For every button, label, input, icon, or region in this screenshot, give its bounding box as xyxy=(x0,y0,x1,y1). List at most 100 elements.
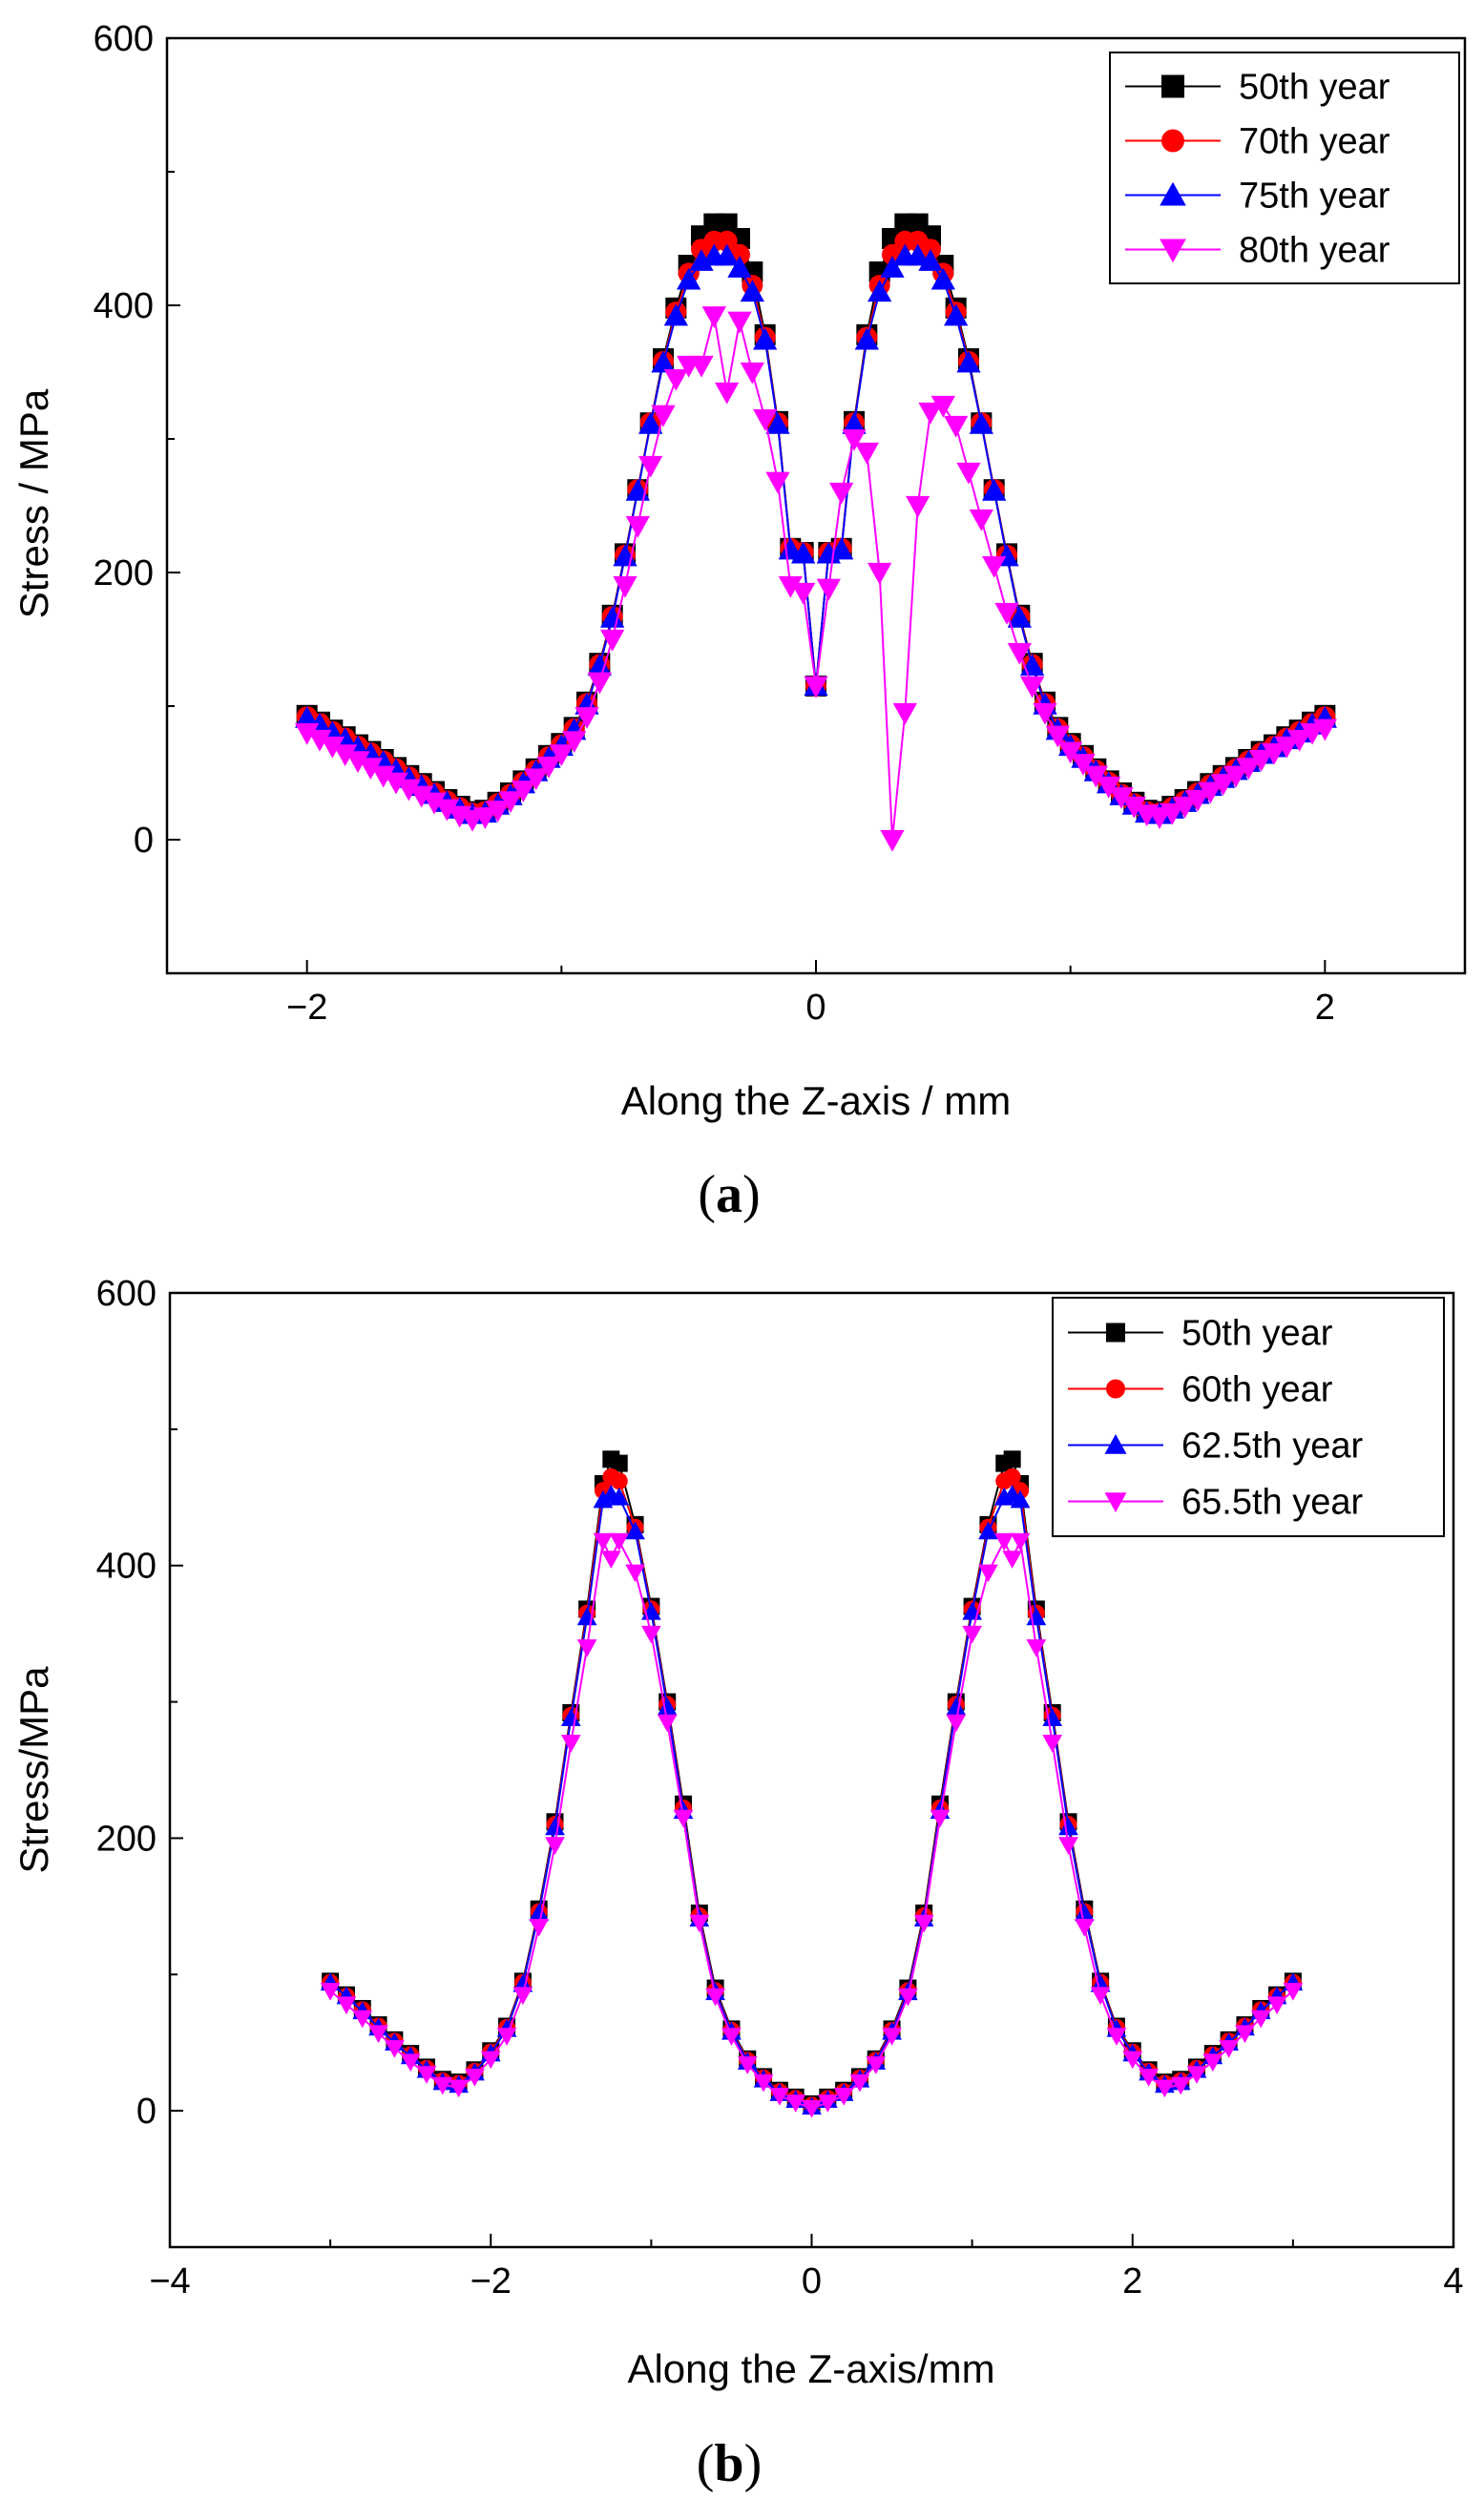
data-point xyxy=(409,785,434,808)
legend-marker xyxy=(1106,1379,1125,1399)
data-point xyxy=(1007,605,1032,628)
data-point xyxy=(320,736,345,759)
series-line xyxy=(306,240,1326,815)
data-point xyxy=(1042,1735,1063,1753)
data-point xyxy=(524,768,549,791)
x-axis-title-b: Along the Z-axis/mm xyxy=(627,2346,994,2391)
x-tick-label: −2 xyxy=(470,2261,512,2301)
series-line xyxy=(329,1537,1294,2110)
data-point xyxy=(663,368,688,391)
data-point xyxy=(613,575,637,598)
data-point xyxy=(1250,2010,1271,2029)
data-point xyxy=(651,405,676,427)
data-point xyxy=(638,455,663,478)
legend-entry: 75th year xyxy=(1125,177,1390,217)
data-point xyxy=(833,2088,854,2106)
data-point xyxy=(854,327,879,350)
data-point xyxy=(978,1521,998,1540)
data-point xyxy=(969,411,993,434)
data-point xyxy=(1185,789,1210,812)
x-tick-label: −4 xyxy=(149,2261,190,2301)
data-point xyxy=(1312,719,1337,741)
series-line xyxy=(329,1493,1294,2108)
data-point xyxy=(1074,1903,1095,1922)
data-point xyxy=(576,1639,597,1657)
data-point xyxy=(432,2076,453,2095)
data-point xyxy=(512,1987,533,2006)
legend-label: 50th year xyxy=(1239,68,1390,108)
data-point xyxy=(705,1988,725,2007)
legend: 50th year 60th year 62.5th year 65.5th year xyxy=(1052,1297,1445,1537)
data-point xyxy=(1010,1532,1031,1552)
data-point xyxy=(930,267,955,290)
data-point xyxy=(1002,1551,1023,1569)
data-point xyxy=(817,2094,838,2113)
data-point xyxy=(651,350,676,373)
legend-label: 80th year xyxy=(1239,231,1390,271)
data-point xyxy=(1223,765,1248,788)
data-point xyxy=(956,462,981,485)
data-point xyxy=(320,1983,341,2001)
series-line xyxy=(306,255,1326,816)
data-point xyxy=(930,395,955,418)
data-point xyxy=(1266,1996,1287,2015)
series-65-5th-year xyxy=(320,1532,1304,2118)
data-point xyxy=(866,2056,887,2074)
data-point xyxy=(1274,736,1299,759)
legend-marker xyxy=(1160,181,1186,206)
data-point xyxy=(1198,781,1223,804)
data-point xyxy=(1249,749,1274,772)
x-tick-label: −2 xyxy=(286,988,327,1028)
data-point xyxy=(1042,1708,1063,1726)
series-line xyxy=(329,1457,1294,2106)
y-tick-label: 0 xyxy=(136,2092,157,2132)
data-point xyxy=(1262,742,1286,765)
data-point xyxy=(906,243,930,266)
data-point xyxy=(358,758,383,781)
x-tick-label: 4 xyxy=(1443,2261,1463,2301)
panel-label-a: (a) xyxy=(698,1165,760,1224)
data-point xyxy=(295,705,320,728)
data-point xyxy=(400,2053,421,2072)
legend-marker xyxy=(1104,1434,1127,1454)
data-point xyxy=(1007,642,1032,665)
y-tick-label: 400 xyxy=(96,1547,157,1587)
data-point xyxy=(1010,1489,1031,1509)
series-80th-year xyxy=(295,306,1337,852)
data-point xyxy=(1058,1837,1078,1855)
data-point xyxy=(740,362,764,385)
data-point xyxy=(918,402,943,425)
x-tick-label: 2 xyxy=(1122,2261,1142,2301)
data-point xyxy=(1058,1817,1078,1836)
legend-marker xyxy=(1106,1322,1125,1343)
data-point xyxy=(529,1919,550,1937)
legend-label: 50th year xyxy=(1181,1314,1333,1354)
data-point xyxy=(1173,796,1198,819)
data-point xyxy=(593,1532,614,1552)
data-point xyxy=(1090,1987,1111,2006)
plot-area-b: 0 200 400 600 −4 −2 0 2 4 50th year 60th year 62.5t… xyxy=(96,1274,1464,2301)
data-point xyxy=(867,280,892,302)
legend: 50th year 70th year 75th year 80th year xyxy=(1109,52,1460,284)
legend-entry: 62.5th year xyxy=(1068,1427,1363,1467)
data-point xyxy=(560,1708,581,1726)
data-point xyxy=(1106,2028,1127,2046)
data-point xyxy=(333,744,358,767)
data-point xyxy=(384,772,408,795)
data-point xyxy=(913,1914,934,1933)
data-point xyxy=(791,582,816,605)
series-50th-year xyxy=(322,1450,1302,2113)
data-point xyxy=(816,578,841,601)
data-point xyxy=(587,654,612,677)
data-point xyxy=(765,471,790,494)
data-point xyxy=(1071,754,1096,776)
data-point xyxy=(701,306,726,328)
data-point xyxy=(352,2010,373,2029)
data-point xyxy=(1033,702,1057,725)
data-point xyxy=(842,411,867,434)
data-point xyxy=(1170,2076,1191,2095)
plot-area-a: 0 200 400 600 −2 0 2 50th year 70th year 75th yea… xyxy=(94,19,1467,1028)
data-point xyxy=(625,1521,645,1540)
series-50th-year xyxy=(296,213,1336,823)
